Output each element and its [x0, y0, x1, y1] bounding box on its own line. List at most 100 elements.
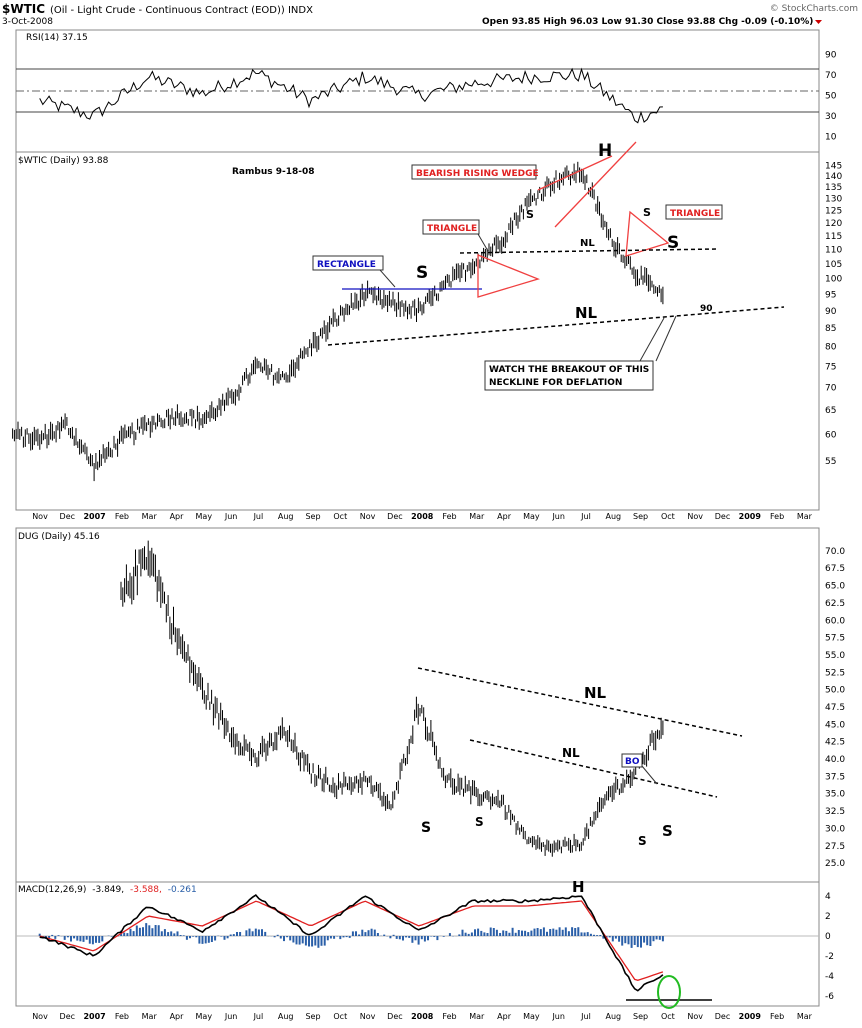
dug-label: DUG (Daily) 45.16 [18, 532, 100, 542]
dug-tick: 32.5 [825, 807, 845, 817]
wtic-tick: 100 [825, 275, 842, 285]
month-tick: Nov [687, 512, 703, 521]
macd-tick: -6 [825, 992, 834, 1002]
macd-layer [16, 894, 819, 992]
month-tick: Feb [442, 1012, 456, 1021]
macd-value: -3.849, [92, 885, 124, 895]
dug-shoulder-1: S [421, 820, 431, 836]
neckline-lower [327, 306, 785, 346]
triangle-left-box [422, 219, 480, 235]
month-tick: 2008 [411, 512, 434, 521]
triangle-right-annotation: TRIANGLE [670, 209, 720, 219]
head-label: H [598, 141, 612, 161]
rectangle-pointer [379, 269, 396, 288]
wtic-tick: 115 [825, 232, 842, 242]
wedge-box [411, 164, 537, 180]
dug-tick: 67.5 [825, 564, 845, 574]
macd-bottom-circle [657, 975, 681, 1009]
month-tick: Nov [360, 1012, 376, 1021]
dug-shoulder-4: S [662, 822, 673, 840]
rsi-tick: 70 [825, 71, 837, 81]
month-tick: Jul [253, 512, 264, 521]
triangle-right-shape [625, 210, 670, 257]
month-tick: Oct [333, 512, 347, 521]
macd-histogram-value: -0.261 [168, 885, 197, 895]
macd-tick: -2 [825, 952, 834, 962]
dug-tick: 62.5 [825, 599, 845, 609]
month-tick: Dec [387, 1012, 402, 1021]
wtic-tick: 135 [825, 183, 842, 193]
dug-tick: 47.5 [825, 703, 845, 713]
rsi-tick: 50 [825, 92, 837, 102]
month-tick: Feb [770, 1012, 784, 1021]
dug-neckline-upper-label: NL [584, 684, 607, 702]
month-tick: Sep [305, 512, 320, 521]
month-tick: Mar [142, 512, 158, 521]
month-tick: Nov [32, 512, 48, 521]
breakout-pointer [641, 765, 658, 785]
macd-signal-value: -3.588, [130, 885, 162, 895]
month-tick: Sep [633, 512, 648, 521]
month-tick: Jun [551, 512, 565, 521]
watch-note-line-1: WATCH THE BREAKOUT OF THIS [489, 365, 649, 375]
shoulder-left-label: S [416, 263, 428, 283]
dug-tick: 65.0 [825, 582, 845, 592]
shoulder-right-label: S [667, 233, 679, 253]
month-tick: 2009 [739, 512, 762, 521]
month-tick: 2007 [83, 1012, 105, 1021]
wtic-tick: 95 [825, 290, 836, 300]
dug-tick: 25.0 [825, 859, 845, 869]
dug-tick: 30.0 [825, 824, 845, 834]
month-tick: Jun [224, 1012, 238, 1021]
macd-label-name: MACD(12,26,9) [18, 885, 86, 895]
wtic-tick: 90 [825, 307, 837, 317]
month-tick: May [523, 512, 540, 521]
month-tick: May [196, 1012, 213, 1021]
month-tick: Mar [469, 1012, 485, 1021]
wtic-tick: 110 [825, 246, 842, 256]
dug-neckline-lower-label: NL [562, 746, 580, 760]
watch-pointer-1 [639, 317, 665, 362]
month-tick: Dec [60, 1012, 75, 1021]
macd-tick: 4 [825, 892, 831, 902]
shoulder-right-small-label: S [643, 206, 651, 219]
breakout-annotation: BO [625, 757, 640, 767]
rectangle-box [312, 255, 384, 271]
month-tick: Jun [551, 1012, 565, 1021]
wtic-price-bars [12, 161, 664, 482]
wtic-tick: 85 [825, 324, 836, 334]
wtic-label: $WTIC (Daily) 93.88 [18, 156, 109, 166]
rsi-tick: 10 [825, 133, 837, 143]
wtic-tick: 145 [825, 161, 842, 171]
month-tick: Oct [661, 512, 675, 521]
watch-note-box [484, 360, 654, 391]
month-tick: Feb [115, 512, 129, 521]
neckline-lower-label: NL [575, 304, 598, 322]
month-tick: Nov [360, 512, 376, 521]
month-tick: Mar [797, 1012, 813, 1021]
neckline-upper-label: NL [580, 238, 595, 249]
month-tick: 2008 [411, 1012, 434, 1021]
dug-tick: 57.5 [825, 634, 845, 644]
dug-neckline-upper [417, 667, 743, 737]
dug-tick: 40.0 [825, 755, 845, 765]
symbol-title: $WTIC [2, 2, 45, 16]
month-tick: Dec [387, 512, 402, 521]
wedge-lower-line [554, 141, 637, 228]
symbol-description: (Oil - Light Crude - Continuous Contract… [50, 5, 313, 16]
dug-tick: 60.0 [825, 616, 845, 626]
month-tick: Nov [687, 1012, 703, 1021]
dug-tick: 42.5 [825, 738, 845, 748]
dug-tick: 35.0 [825, 790, 845, 800]
watch-note-line-2: NECKLINE FOR DEFLATION [489, 378, 622, 388]
dug-tick: 27.5 [825, 842, 845, 852]
month-tick: Dec [60, 512, 75, 521]
month-tick: Dec [715, 512, 730, 521]
month-tick: Oct [333, 1012, 347, 1021]
month-tick: Jul [580, 512, 591, 521]
watermark: © StockCharts.com [770, 4, 858, 14]
wtic-panel-frame [15, 151, 820, 511]
rsi-label: RSI(14) 37.15 [26, 33, 88, 43]
month-tick: Aug [278, 1012, 294, 1021]
